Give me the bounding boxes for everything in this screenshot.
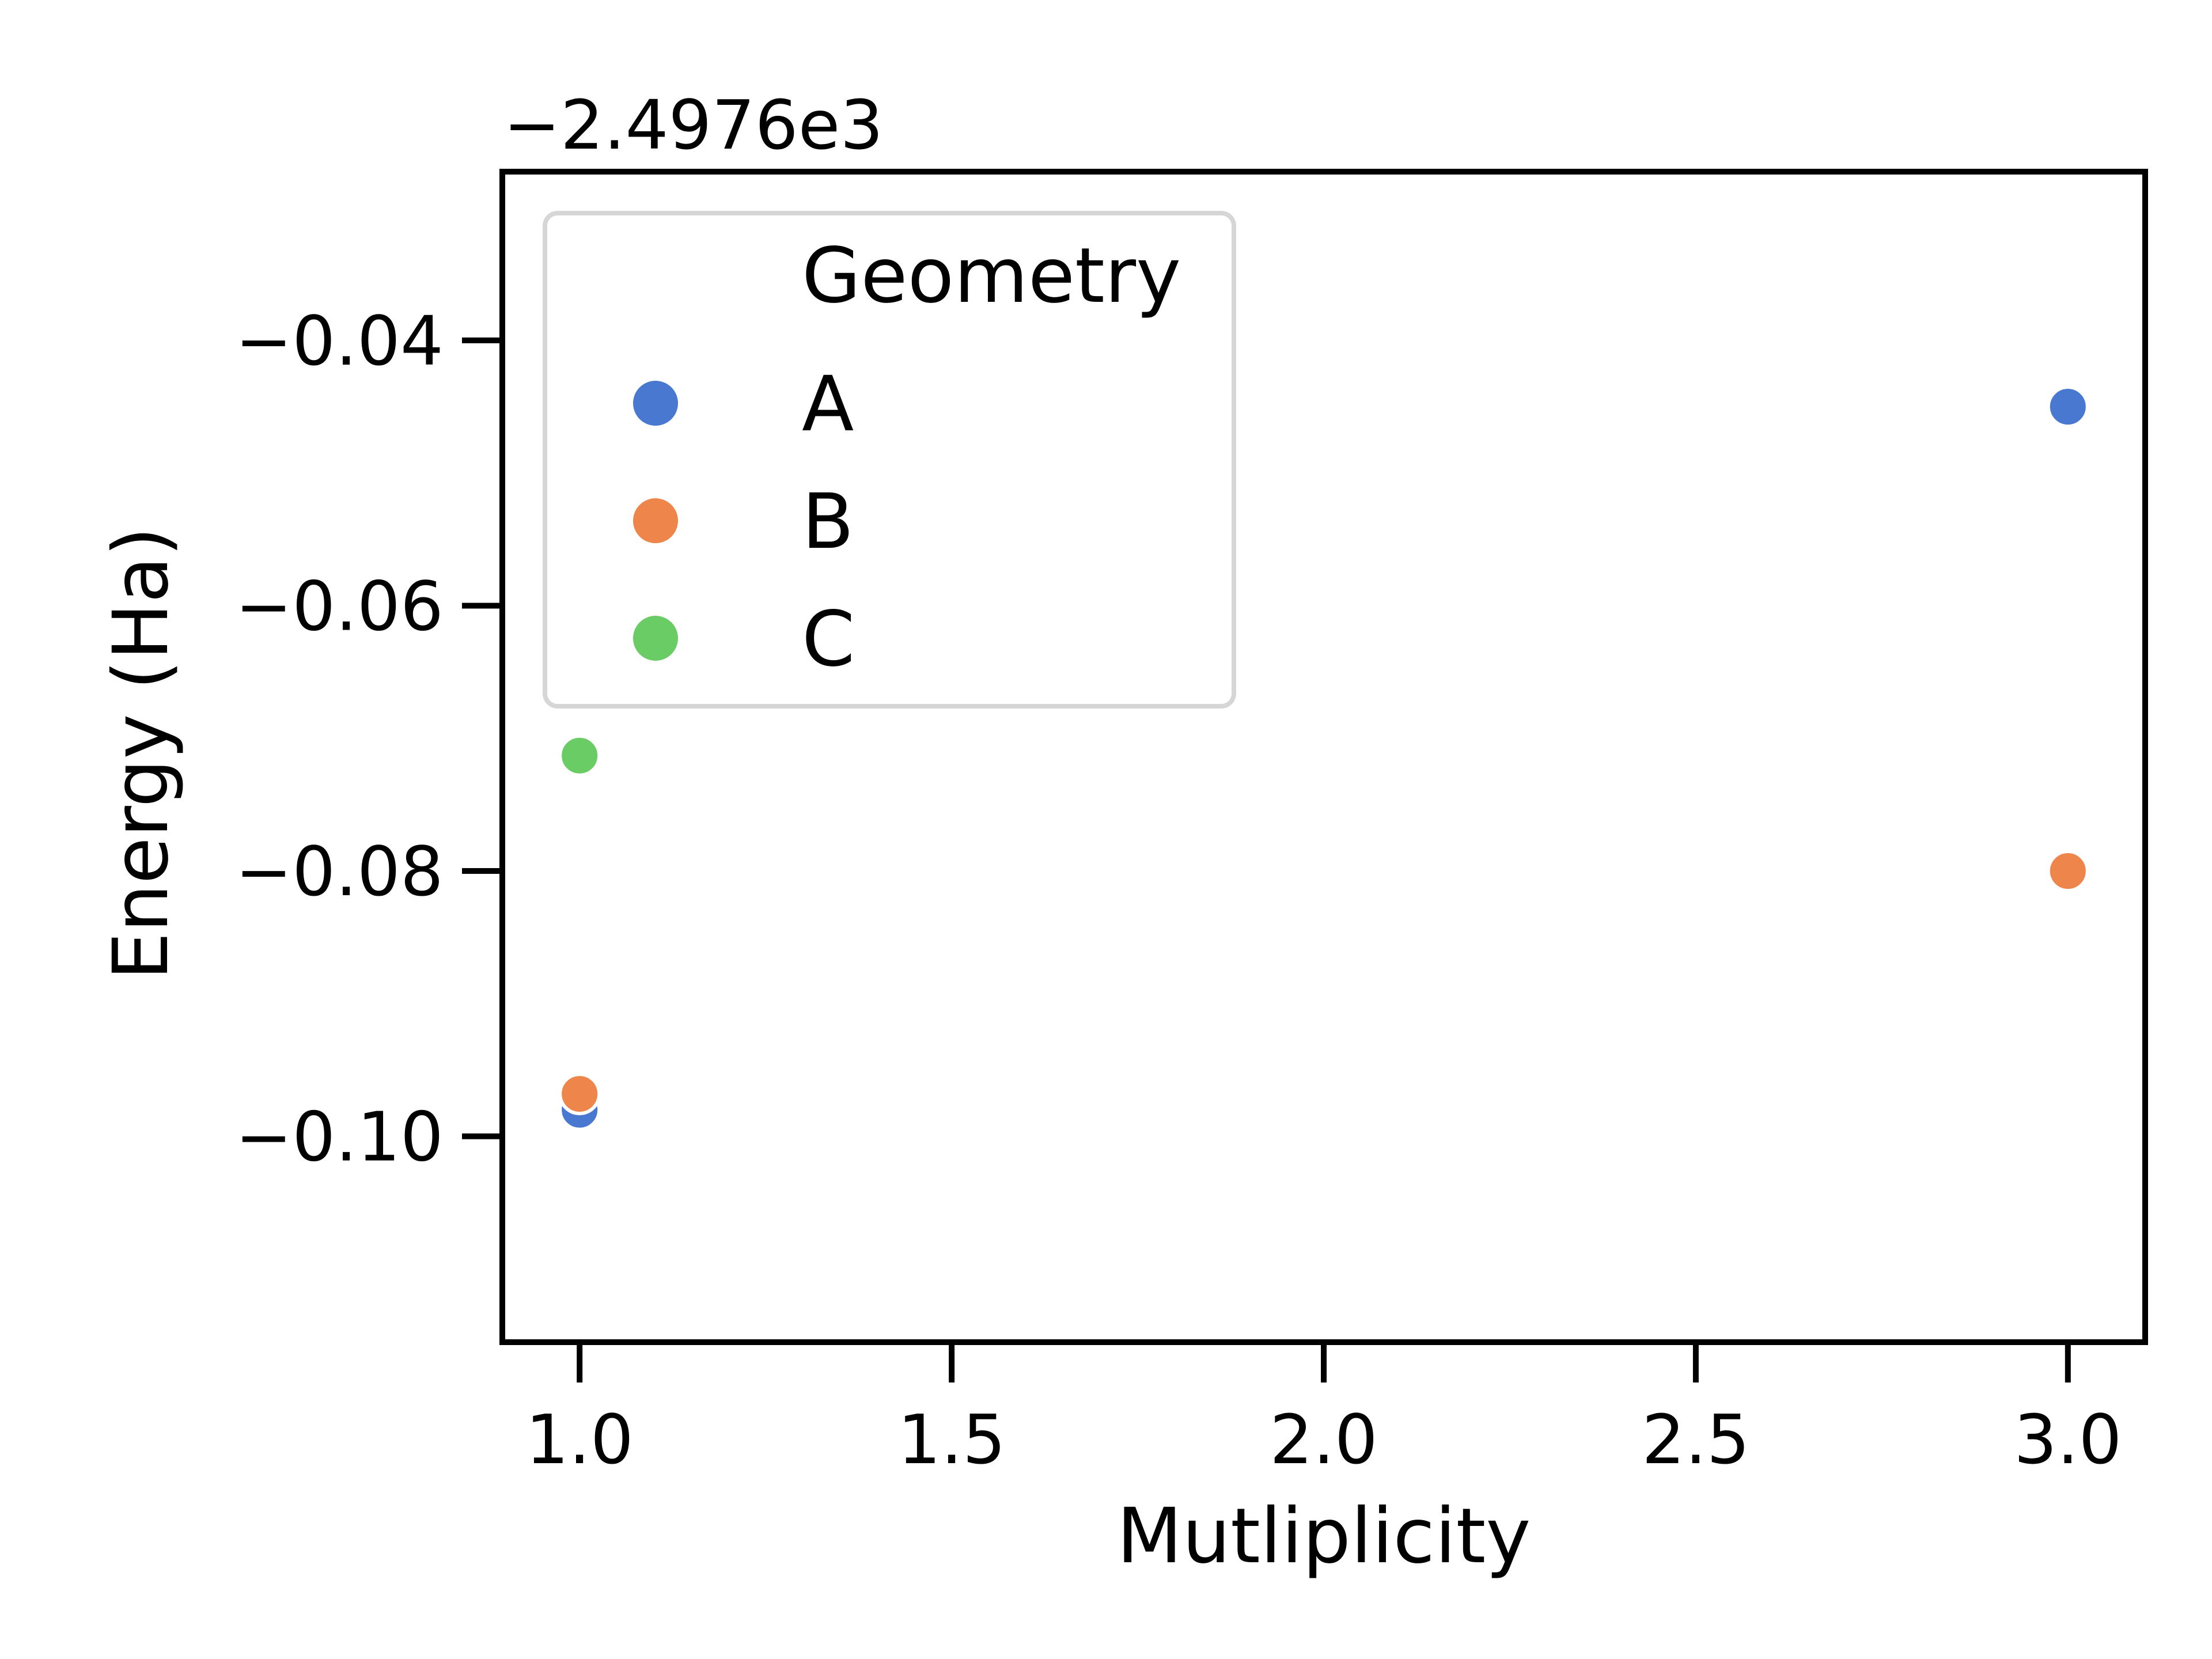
y-tick-label: −0.04 <box>235 301 444 381</box>
point-b <box>2046 850 2089 893</box>
x-tick-label: 1.5 <box>897 1400 1006 1479</box>
legend-marker-a <box>630 377 681 429</box>
x-axis-ticks: 1.0 1.5 2.0 2.5 3.0 <box>525 1342 2122 1479</box>
legend-label-b: B <box>802 478 854 566</box>
plot-frame <box>499 169 2148 1345</box>
legend-items: ABC <box>630 360 855 684</box>
legend-frame <box>543 211 1236 709</box>
y-axis-ticks: −0.04 −0.06 −0.08 −0.10 <box>235 301 502 1177</box>
legend-label-c: C <box>802 595 855 684</box>
y-axis-label: Energy (Ha) <box>97 527 185 980</box>
legend-marker-c <box>630 612 681 664</box>
y-tick-label: −0.08 <box>235 832 444 911</box>
legend: Geometry ABC <box>543 211 1236 709</box>
legend-title: Geometry <box>802 232 1181 320</box>
y-offset-label: −2.4976e3 <box>503 85 883 165</box>
x-tick-label: 2.5 <box>1642 1400 1750 1479</box>
point-b <box>558 1072 601 1115</box>
legend-label-a: A <box>802 360 854 449</box>
data-points <box>558 385 2089 1131</box>
point-c <box>558 734 601 777</box>
x-axis-label: Mutliplicity <box>1117 1492 1531 1581</box>
x-tick-label: 2.0 <box>1270 1400 1378 1479</box>
x-tick-label: 3.0 <box>2014 1400 2122 1479</box>
x-tick-label: 1.0 <box>525 1400 634 1479</box>
point-a <box>2046 385 2089 429</box>
legend-marker-b <box>630 495 681 547</box>
y-tick-label: −0.10 <box>235 1097 444 1177</box>
y-tick-label: −0.06 <box>235 566 444 646</box>
